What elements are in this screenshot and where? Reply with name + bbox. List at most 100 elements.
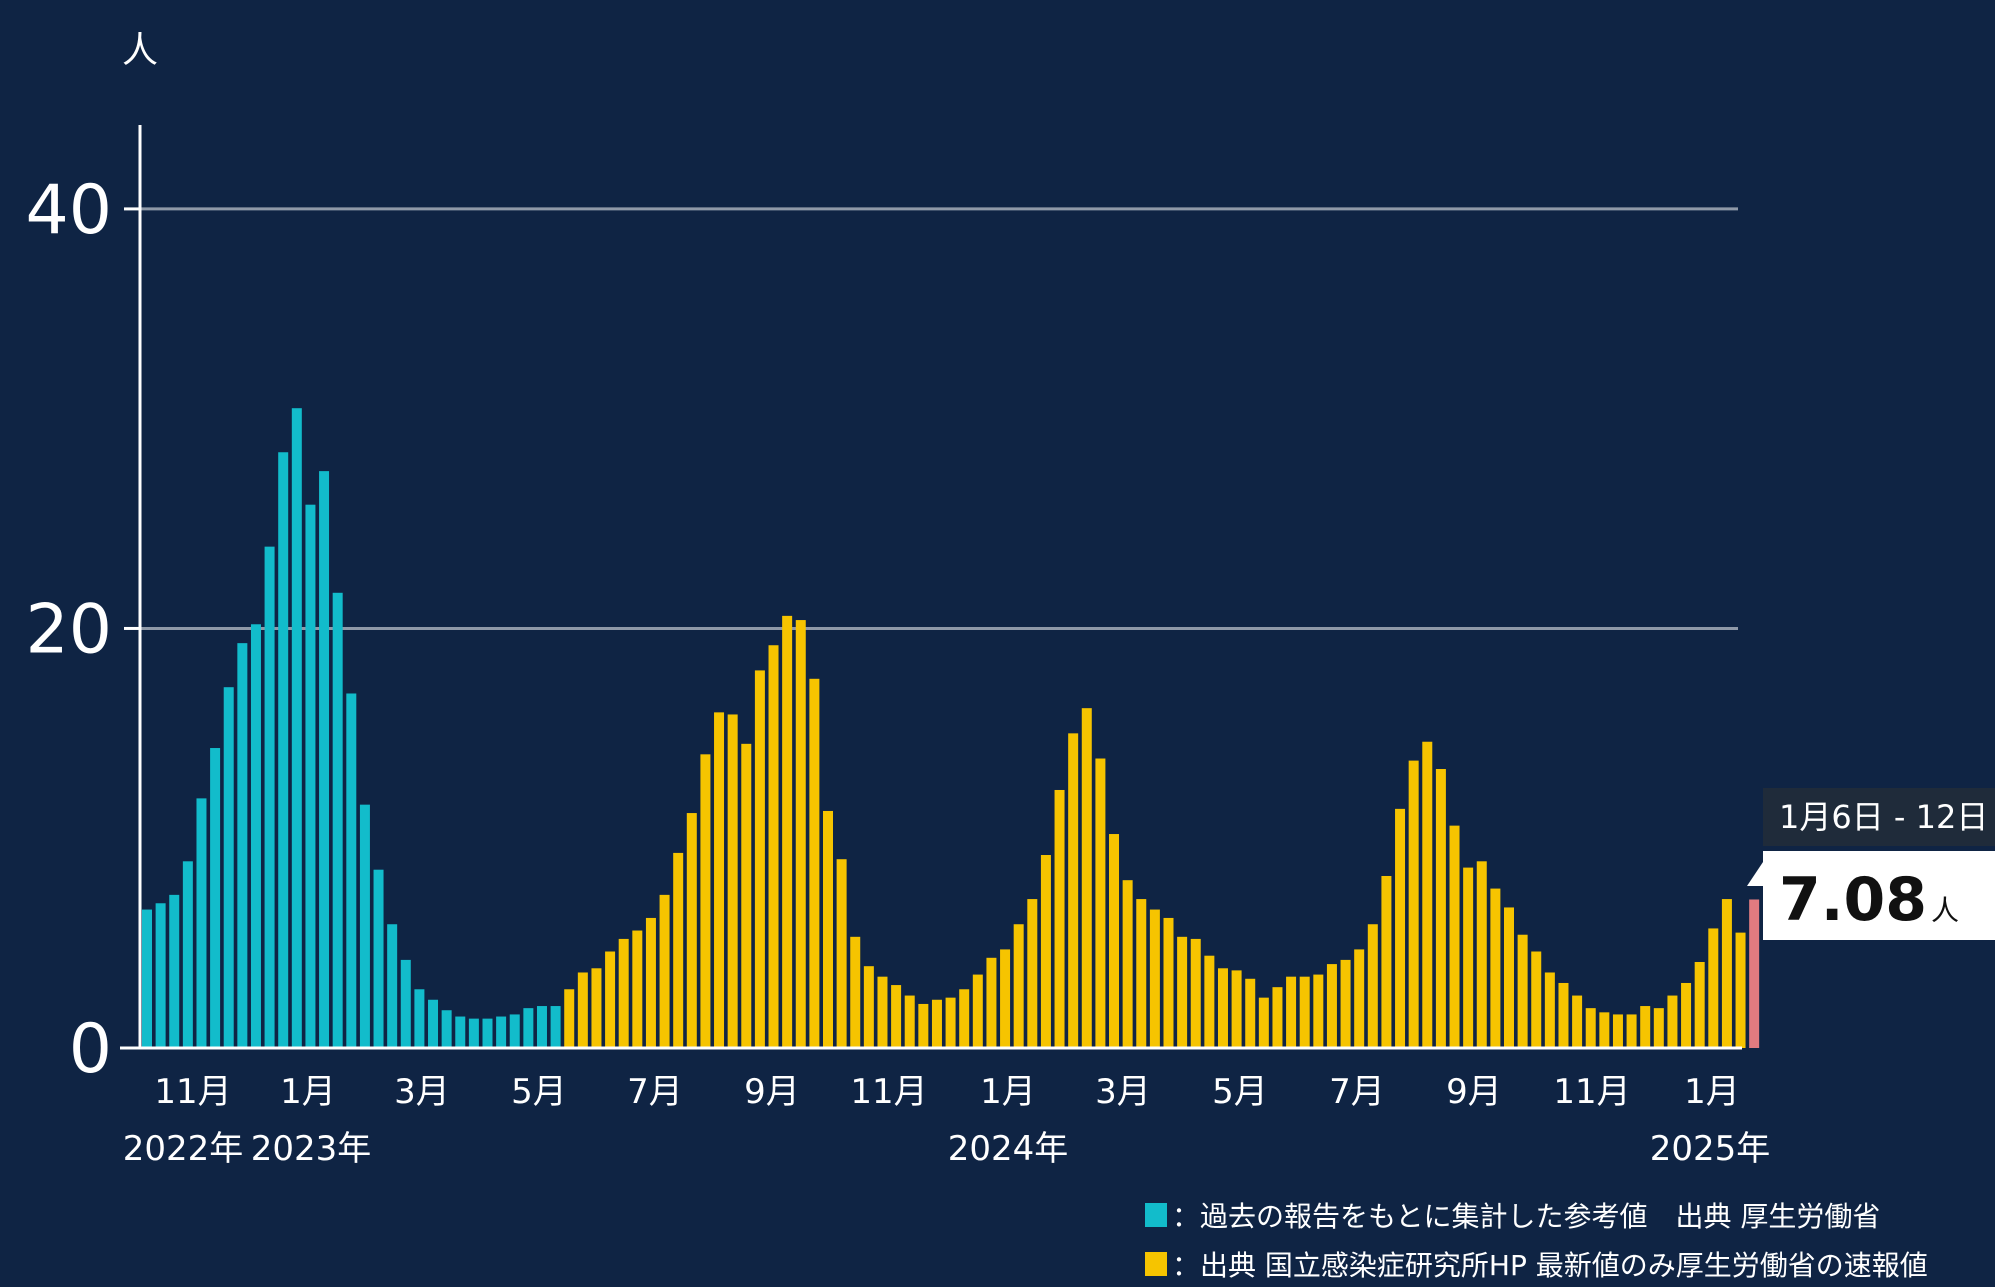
bar-s1-75 (1163, 917, 1174, 1048)
bar-s1-90 (1367, 924, 1378, 1048)
bar-s1-50 (823, 810, 833, 1048)
bar-s1-66 (1040, 855, 1051, 1048)
legend-label-reference: ：過去の報告をもとに集計した参考値 出典 厚生労働省 (1172, 1200, 1880, 1233)
bar-s1-95 (1435, 769, 1446, 1048)
bar-s1-112 (1667, 995, 1678, 1048)
legend: ：過去の報告をもとに集計した参考値 出典 厚生労働省 ：出典 国立感染症研究所H… (1145, 1200, 1928, 1282)
y-tick-label-20: 20 (25, 590, 112, 669)
x-tick-label-7: 1月 (980, 1072, 1036, 1112)
x-tick-labels: 11月 1月 3月 5月 7月 9月 11月 1月 3月 5月 7月 9月 11月 1月 (154, 1072, 1739, 1112)
bar-s1-41 (700, 754, 711, 1048)
legend-label-niid: ：出典 国立感染症研究所HP 最新値のみ厚生労働省の速報値 (1172, 1249, 1928, 1282)
year-label-0: 2022年 (123, 1129, 244, 1169)
bar-s1-60 (959, 989, 970, 1048)
bar-s1-51 (836, 859, 847, 1048)
bar-s0-19 (400, 959, 411, 1048)
bar-s1-71 (1109, 834, 1120, 1048)
callout-date-box (1763, 788, 1995, 846)
bar-s0-2 (169, 894, 180, 1048)
bar-s0-29 (536, 1006, 547, 1048)
callout-value: 7.08 (1779, 865, 1927, 935)
bar-s1-107 (1599, 1012, 1610, 1048)
bar-s1-59 (945, 997, 956, 1048)
bar-s0-23 (455, 1016, 466, 1048)
callout-date: 1月6日 - 12日 (1779, 798, 1988, 836)
bar-s1-109 (1626, 1014, 1637, 1048)
bar-s0-17 (373, 869, 384, 1048)
bar-s1-54 (877, 976, 888, 1048)
x-tick-label-9: 5月 (1212, 1072, 1268, 1112)
bar-s1-65 (1027, 899, 1038, 1048)
bar-s1-83 (1272, 987, 1283, 1048)
bar-s1-84 (1286, 976, 1297, 1048)
bar-s0-21 (428, 999, 439, 1048)
x-tick-label-2: 3月 (394, 1072, 450, 1112)
bar-s1-113 (1681, 982, 1692, 1048)
bar-s1-101 (1517, 934, 1528, 1048)
x-tick-label-10: 7月 (1329, 1072, 1385, 1112)
bar-s1-40 (686, 813, 697, 1048)
bar-s1-42 (714, 712, 725, 1048)
bar-s1-96 (1449, 825, 1460, 1048)
y-unit-label: 人 (122, 30, 158, 71)
y-tick-labels: 0 20 40 (25, 171, 140, 1089)
bar-s1-34 (605, 951, 616, 1048)
bar-s1-77 (1190, 938, 1201, 1048)
bar-s2-118 (1749, 899, 1760, 1048)
bar-s1-73 (1136, 899, 1147, 1048)
bar-s0-26 (496, 1016, 507, 1048)
bar-s1-32 (577, 972, 588, 1048)
bar-s1-57 (918, 1003, 929, 1048)
bar-s0-9 (264, 546, 275, 1048)
bar-s1-85 (1299, 976, 1310, 1048)
bar-s0-1 (155, 903, 166, 1048)
x-tick-label-1: 1月 (280, 1072, 336, 1112)
bar-s1-53 (863, 966, 874, 1048)
bar-s1-38 (659, 894, 670, 1048)
bar-s0-11 (291, 408, 302, 1048)
x-tick-label-6: 11月 (850, 1072, 927, 1112)
bar-s1-92 (1395, 808, 1406, 1048)
bar-s0-27 (509, 1014, 520, 1048)
callout-value-text: 7.08 人 (1779, 865, 1959, 935)
bar-s0-20 (414, 989, 425, 1048)
bar-s1-70 (1095, 758, 1106, 1048)
x-tick-label-3: 5月 (511, 1072, 567, 1112)
x-tick-label-8: 3月 (1095, 1072, 1151, 1112)
bar-s1-35 (618, 938, 629, 1048)
callout-value-box (1763, 851, 1995, 940)
year-label-1: 2023年 (251, 1129, 372, 1169)
bars (142, 408, 1760, 1049)
bar-s1-55 (891, 985, 902, 1048)
bar-s1-117 (1735, 932, 1746, 1048)
bar-s1-63 (1000, 949, 1011, 1048)
callout-unit: 人 (1931, 894, 1959, 927)
bar-s0-7 (237, 643, 248, 1048)
bar-s1-98 (1476, 861, 1487, 1048)
bar-s1-86 (1313, 974, 1324, 1048)
year-label-2: 2024年 (948, 1129, 1069, 1169)
y-tick-label-40: 40 (25, 171, 112, 250)
bar-s0-25 (482, 1018, 493, 1048)
x-tick-label-0: 11月 (154, 1072, 231, 1112)
bar-s1-46 (768, 645, 779, 1048)
x-tick-label-12: 11月 (1553, 1072, 1630, 1112)
bar-s1-87 (1326, 964, 1337, 1048)
bar-s1-105 (1572, 995, 1583, 1048)
bar-s1-88 (1340, 959, 1351, 1048)
bar-s1-67 (1054, 789, 1065, 1048)
bar-s1-76 (1177, 936, 1188, 1048)
bar-s0-6 (223, 687, 234, 1048)
bar-s1-100 (1504, 907, 1514, 1048)
axes: 人 (120, 30, 1742, 1050)
bar-s1-44 (741, 743, 752, 1048)
bar-s1-115 (1708, 928, 1719, 1048)
legend-swatch-reference (1145, 1203, 1167, 1227)
bar-s1-111 (1653, 1008, 1664, 1048)
bar-s1-72 (1122, 880, 1133, 1048)
bar-s1-45 (754, 670, 765, 1048)
bar-s0-28 (523, 1008, 534, 1048)
bar-s1-79 (1217, 968, 1228, 1048)
bar-s0-16 (359, 804, 370, 1048)
bar-s1-103 (1544, 972, 1555, 1048)
